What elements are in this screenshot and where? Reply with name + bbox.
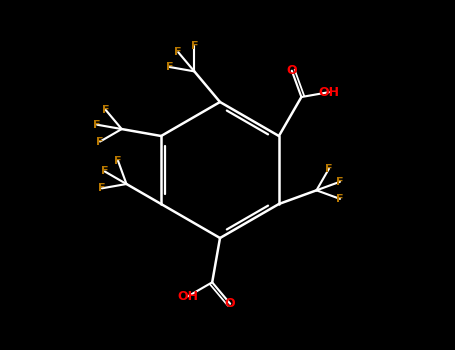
Text: F: F [96,136,104,147]
Text: F: F [336,194,344,204]
Text: F: F [174,47,182,57]
Text: O: O [287,64,297,77]
Text: F: F [101,167,109,176]
Text: F: F [336,177,344,187]
Text: OH: OH [318,86,339,99]
Text: F: F [166,62,173,72]
Text: F: F [102,105,109,115]
Text: F: F [325,164,333,174]
Text: F: F [93,120,101,130]
Text: F: F [98,183,106,193]
Text: OH: OH [177,290,198,303]
Text: F: F [191,41,198,51]
Text: O: O [225,297,236,310]
Text: F: F [114,155,121,166]
